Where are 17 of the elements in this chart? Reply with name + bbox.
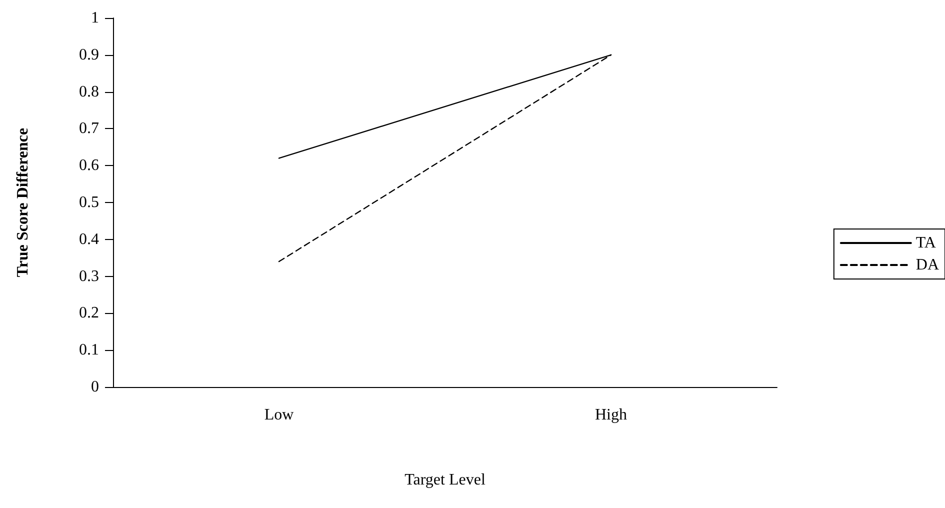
y-tick-label: 0.9 (79, 46, 99, 64)
y-tick-label: 0.6 (79, 157, 99, 174)
y-tick-label: 0 (91, 378, 99, 396)
y-tick-label: 0.5 (79, 194, 99, 211)
y-tick-label: 0.8 (79, 83, 99, 100)
y-tick-label: 1 (91, 10, 99, 26)
y-tick-label: 0.2 (79, 304, 99, 322)
y-tick-label: 0.1 (79, 342, 99, 359)
y-tick-label: 0.7 (79, 120, 99, 138)
x-axis-title: Target Level (404, 472, 486, 488)
x-tick-label: Low (264, 406, 294, 424)
legend-label: DA (916, 256, 940, 274)
legend-label: TA (916, 234, 936, 252)
x-tick-label: High (595, 406, 627, 424)
y-axis-title: True Score Difference (14, 128, 32, 278)
y-tick-label: 0.3 (79, 268, 99, 285)
y-tick-label: 0.4 (79, 230, 99, 248)
